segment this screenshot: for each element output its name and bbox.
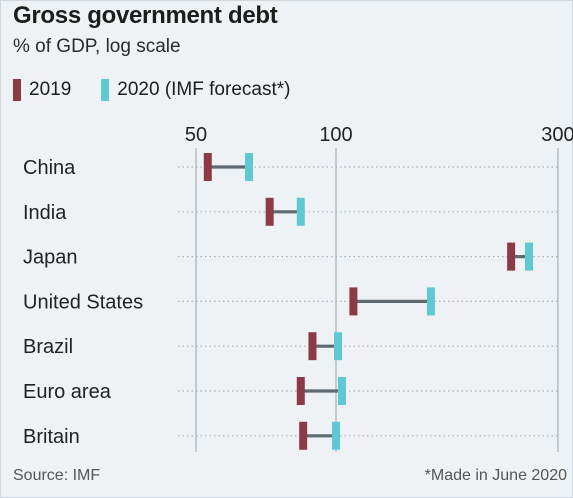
legend-label-2019: 2019: [29, 79, 72, 100]
category-label: United States: [23, 291, 143, 313]
marker-2019: [265, 197, 274, 226]
category-label: Britain: [23, 426, 80, 448]
chart-subtitle: % of GDP, log scale: [13, 36, 181, 57]
category-label: Euro area: [23, 381, 112, 403]
marker-2019: [349, 287, 358, 316]
marker-2019: [296, 377, 305, 405]
marker-2020: [337, 377, 346, 405]
marker-2020: [332, 421, 340, 450]
marker-2020: [244, 153, 253, 181]
legend-label-2020: 2020 (IMF forecast*): [117, 79, 291, 100]
marker-2019: [203, 153, 212, 181]
marker-2020: [524, 242, 533, 271]
legend-item-2020: 2020 (IMF forecast*): [101, 79, 290, 101]
marker-2019: [507, 242, 516, 271]
marker-2020: [426, 287, 435, 316]
legend-swatch-2019: [13, 79, 21, 101]
footnote: *Made in June 2020: [424, 467, 567, 484]
legend-item-2019: 2019: [13, 79, 71, 101]
marker-2020: [296, 197, 305, 226]
category-label: Japan: [23, 247, 78, 269]
chart-legend: 2019 2020 (IMF forecast*): [13, 79, 320, 101]
marker-2020: [334, 332, 343, 361]
marker-2019: [308, 332, 317, 361]
category-label: China: [23, 157, 76, 179]
legend-swatch-2020: [101, 79, 110, 101]
chart-title: Gross government debt: [13, 2, 278, 29]
category-label: Brazil: [23, 336, 73, 358]
x-tick-label: 50: [185, 124, 207, 146]
category-label: India: [23, 202, 67, 224]
x-tick-label: 300: [541, 124, 573, 146]
marker-2019: [299, 421, 308, 450]
x-tick-label: 100: [319, 124, 352, 146]
source-note: Source: IMF: [13, 467, 101, 484]
